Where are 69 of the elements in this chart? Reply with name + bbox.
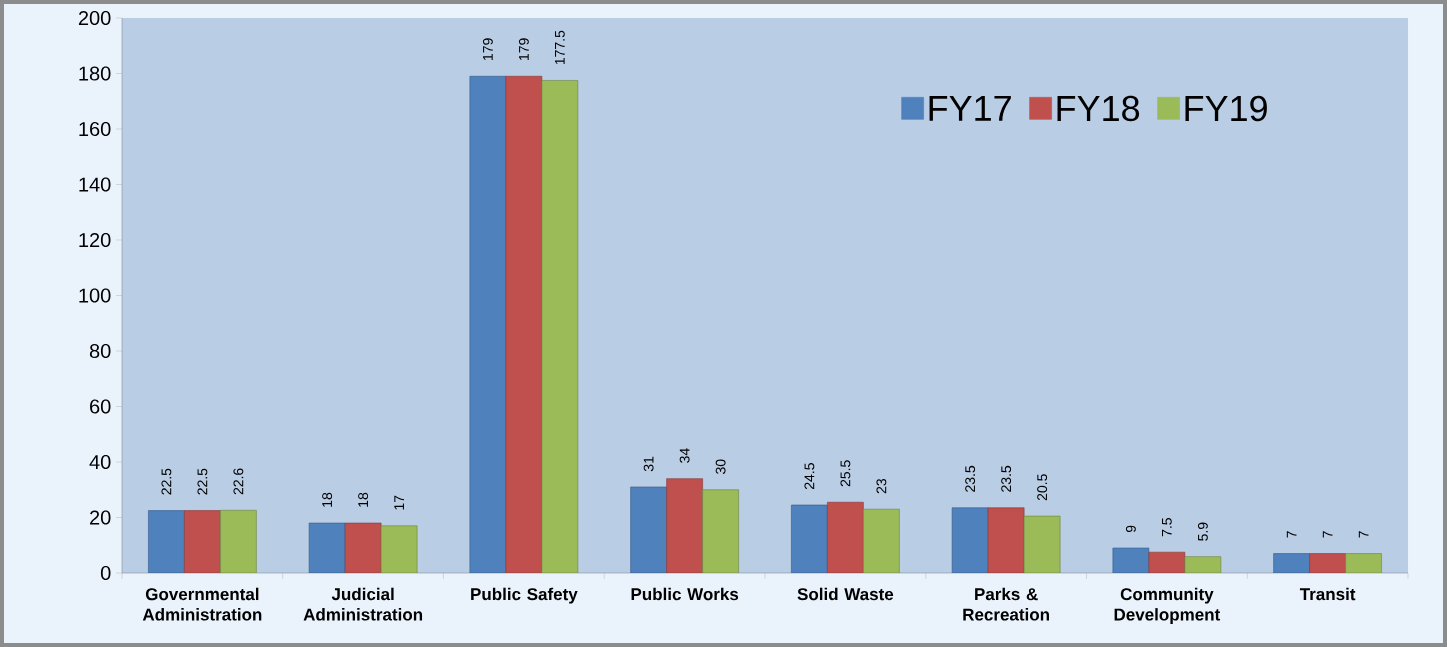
bar — [951, 507, 989, 573]
data-label: 7 — [1358, 531, 1369, 538]
bar — [148, 510, 185, 573]
x-tick-label: Public Safety — [471, 587, 578, 604]
x-tick-label: Public Works — [631, 587, 739, 601]
bar — [791, 504, 828, 573]
data-label: 18 — [322, 492, 333, 507]
data-label: 34 — [679, 448, 690, 463]
x-tick-label: Parks & Recreation — [963, 587, 1049, 621]
data-label: 7 — [1322, 531, 1333, 538]
x-tick-label: Governmental Administration — [142, 587, 262, 621]
y-tick-label: 60 — [90, 399, 111, 414]
bar — [220, 509, 257, 573]
y-tick-label: 40 — [89, 454, 111, 470]
x-tick-label: Judicial Administration — [303, 587, 423, 621]
bar — [184, 510, 221, 573]
legend-label: FY18 — [1057, 95, 1140, 122]
data-label: 24.5 — [804, 463, 815, 490]
data-label: 23 — [876, 478, 887, 494]
bar — [469, 75, 507, 573]
bar — [1273, 553, 1310, 573]
bar — [702, 489, 739, 573]
bar — [344, 522, 382, 573]
data-label: 22.5 — [161, 468, 172, 495]
y-tick-label: 0 — [100, 565, 111, 581]
data-label: 9 — [1125, 525, 1136, 533]
y-tick-label: 120 — [79, 232, 111, 248]
bar — [630, 486, 667, 573]
bar — [1148, 551, 1186, 573]
bar — [1345, 553, 1382, 573]
bar — [308, 522, 346, 573]
y-tick-label: 100 — [79, 288, 111, 303]
data-label: 179 — [482, 38, 493, 60]
data-label: 18 — [358, 492, 369, 507]
x-tick-label: Community Development — [1114, 587, 1221, 624]
bar — [505, 75, 543, 573]
data-label: 7 — [1286, 531, 1297, 538]
bar — [987, 507, 1025, 573]
x-tick-label: Solid Waste — [797, 587, 894, 601]
data-label: 7.5 — [1162, 518, 1172, 537]
legend-label: FY19 — [1185, 95, 1267, 122]
y-tick-label: 20 — [90, 510, 111, 525]
data-label: 23.5 — [1001, 465, 1012, 492]
bar — [1023, 515, 1061, 573]
data-label: 23.5 — [965, 465, 976, 492]
data-label: 22.6 — [233, 468, 244, 495]
bar — [1309, 553, 1346, 573]
data-label: 25.5 — [840, 460, 851, 487]
data-label: 179 — [518, 38, 529, 60]
data-label: 31 — [643, 456, 654, 472]
bar — [666, 478, 703, 573]
bar — [1112, 547, 1150, 573]
x-tick-label: Transit — [1299, 587, 1356, 601]
y-tick-label: 140 — [79, 177, 111, 192]
data-label: 22.5 — [197, 468, 208, 495]
y-tick-label: 200 — [78, 10, 111, 26]
data-label: 17 — [394, 495, 404, 510]
bar — [827, 501, 864, 573]
bar — [863, 508, 900, 573]
data-label: 177.5 — [555, 30, 565, 65]
bar — [541, 80, 579, 573]
data-label: 30 — [715, 459, 726, 474]
data-label: 5.9 — [1197, 522, 1208, 541]
data-label: 20.5 — [1037, 474, 1048, 501]
legend-label: FY17 — [929, 95, 1011, 121]
y-tick-label: 180 — [79, 66, 111, 81]
bar — [380, 525, 418, 573]
y-tick-label: 160 — [79, 121, 111, 137]
y-tick-label: 80 — [89, 343, 111, 359]
